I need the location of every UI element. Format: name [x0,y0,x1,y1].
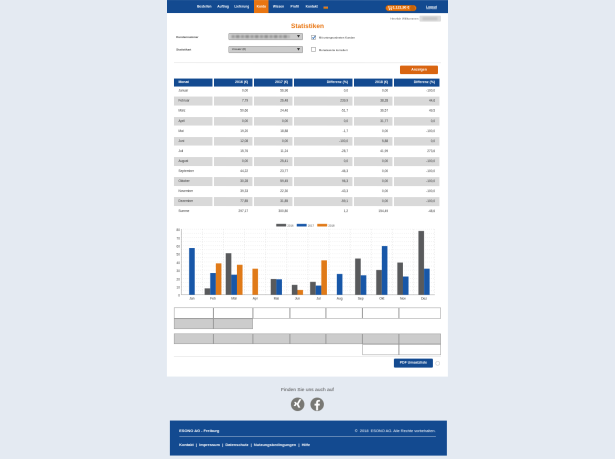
svg-text:30: 30 [176,269,180,273]
svg-text:Nov: Nov [400,297,406,301]
svg-text:80: 80 [176,228,180,232]
svg-text:2018: 2018 [328,223,335,227]
svg-text:Feb: Feb [210,297,216,301]
svg-text:10: 10 [176,286,180,290]
svg-text:2016: 2016 [287,223,294,227]
svg-text:Dez: Dez [421,297,427,301]
svg-text:40: 40 [176,261,180,265]
svg-text:Apr: Apr [253,297,259,301]
svg-text:Mai: Mai [274,297,280,301]
svg-text:2017: 2017 [308,223,315,227]
svg-text:Jun: Jun [295,297,300,301]
svg-text:60: 60 [176,245,180,249]
svg-text:70: 70 [176,236,180,240]
svg-text:Jul: Jul [316,297,320,301]
svg-text:50: 50 [176,253,180,257]
svg-text:Jan: Jan [189,297,194,301]
svg-text:Aug: Aug [337,297,343,301]
svg-text:20: 20 [176,277,180,281]
svg-text:Sep: Sep [358,297,364,301]
svg-text:Mär: Mär [231,297,238,301]
svg-text:Okt: Okt [379,297,384,301]
svg-text:0: 0 [178,294,180,298]
